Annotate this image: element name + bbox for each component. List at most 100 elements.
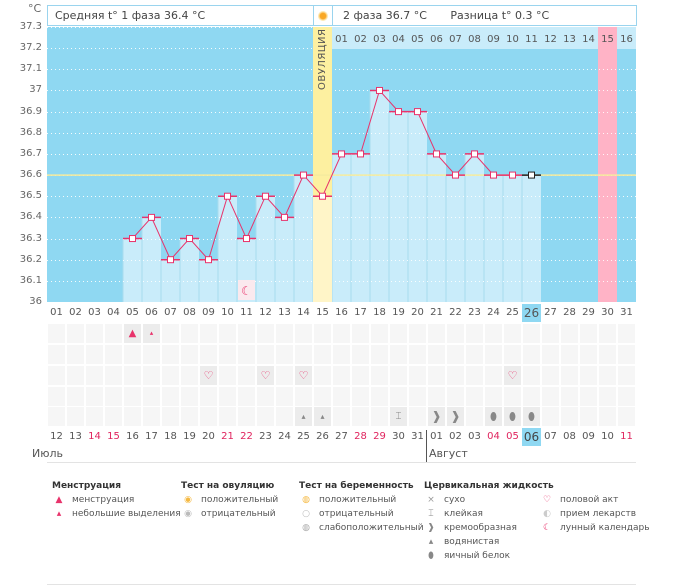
day-number[interactable]: 05 [126,307,139,318]
marker-cell[interactable] [181,407,198,426]
marker-cell[interactable] [143,366,160,385]
calendar-date[interactable]: 14 [88,431,101,442]
marker-cell[interactable] [447,345,464,364]
marker-cell[interactable] [352,387,369,406]
marker-cell[interactable] [523,366,540,385]
marker-cell[interactable] [409,407,426,426]
today-day-number[interactable]: 26 [522,304,541,322]
marker-cell[interactable] [105,407,122,426]
marker-cell[interactable] [561,366,578,385]
calendar-date[interactable]: 29 [373,431,386,442]
day-number[interactable]: 28 [563,307,576,318]
marker-cell[interactable] [371,407,388,426]
marker-cell[interactable] [219,345,236,364]
marker-cell[interactable] [352,366,369,385]
calendar-date[interactable]: 22 [240,431,253,442]
marker-cell[interactable] [333,345,350,364]
marker-cell[interactable] [485,345,502,364]
marker-cell[interactable] [333,324,350,343]
marker-cell[interactable] [200,387,217,406]
marker-cell[interactable] [504,324,521,343]
marker-cell[interactable] [599,345,616,364]
marker-cell[interactable] [523,387,540,406]
marker-cell[interactable] [200,345,217,364]
marker-cell[interactable] [314,387,331,406]
marker-cell[interactable] [181,324,198,343]
marker-cell[interactable] [409,345,426,364]
marker-cell[interactable] [86,345,103,364]
marker-cell[interactable] [561,324,578,343]
marker-cell[interactable] [124,387,141,406]
marker-cell[interactable] [257,324,274,343]
marker-cell[interactable] [561,345,578,364]
marker-cell[interactable] [561,407,578,426]
marker-cell[interactable] [276,387,293,406]
marker-cell[interactable] [580,345,597,364]
marker-cell[interactable] [238,345,255,364]
calendar-date[interactable]: 01 [430,431,443,442]
marker-cell[interactable] [504,345,521,364]
day-number[interactable]: 25 [506,307,519,318]
marker-cell[interactable] [105,387,122,406]
day-number[interactable]: 18 [373,307,386,318]
marker-cell[interactable] [314,324,331,343]
day-number[interactable]: 02 [69,307,82,318]
marker-cell[interactable] [371,366,388,385]
marker-cell[interactable] [48,366,65,385]
marker-cell[interactable] [390,387,407,406]
marker-cell[interactable] [162,324,179,343]
marker-cell[interactable] [599,387,616,406]
calendar-date[interactable]: 19 [183,431,196,442]
marker-cell[interactable] [466,366,483,385]
calendar-date[interactable]: 05 [506,431,519,442]
calendar-date[interactable]: 28 [354,431,367,442]
marker-cell[interactable] [314,366,331,385]
marker-cell[interactable] [580,387,597,406]
marker-cell[interactable] [390,366,407,385]
marker-cell[interactable] [219,366,236,385]
marker-cell[interactable] [371,345,388,364]
marker-cell[interactable] [86,366,103,385]
marker-cell[interactable] [466,324,483,343]
marker-cell[interactable] [447,387,464,406]
marker-cell[interactable] [542,407,559,426]
marker-cell[interactable] [618,345,635,364]
marker-cell[interactable] [390,324,407,343]
marker-cell[interactable] [124,345,141,364]
marker-cell[interactable] [162,387,179,406]
day-number[interactable]: 24 [487,307,500,318]
marker-cell[interactable] [124,366,141,385]
marker-cell[interactable] [276,366,293,385]
day-number[interactable]: 14 [297,307,310,318]
calendar-date[interactable]: 21 [221,431,234,442]
marker-cell[interactable] [276,324,293,343]
day-number[interactable]: 21 [430,307,443,318]
marker-cell[interactable] [447,324,464,343]
marker-cell[interactable] [409,387,426,406]
day-number[interactable]: 23 [468,307,481,318]
calendar-date[interactable]: 18 [164,431,177,442]
marker-cell[interactable] [295,387,312,406]
marker-cell[interactable] [523,324,540,343]
marker-cell[interactable] [143,345,160,364]
day-number[interactable]: 16 [335,307,348,318]
marker-cell[interactable] [542,387,559,406]
marker-cell[interactable] [86,387,103,406]
marker-cell[interactable] [580,366,597,385]
marker-cell[interactable] [67,345,84,364]
marker-cell[interactable] [485,387,502,406]
marker-cell[interactable] [371,324,388,343]
marker-cell[interactable] [618,407,635,426]
marker-cell[interactable] [314,345,331,364]
calendar-date[interactable]: 25 [297,431,310,442]
marker-cell[interactable] [257,387,274,406]
marker-cell[interactable] [523,345,540,364]
day-number[interactable]: 17 [354,307,367,318]
calendar-date[interactable]: 04 [487,431,500,442]
calendar-date[interactable]: 17 [145,431,158,442]
marker-cell[interactable] [238,324,255,343]
day-number[interactable]: 12 [259,307,272,318]
marker-cell[interactable] [599,366,616,385]
calendar-date[interactable]: 03 [468,431,481,442]
marker-cell[interactable] [257,345,274,364]
